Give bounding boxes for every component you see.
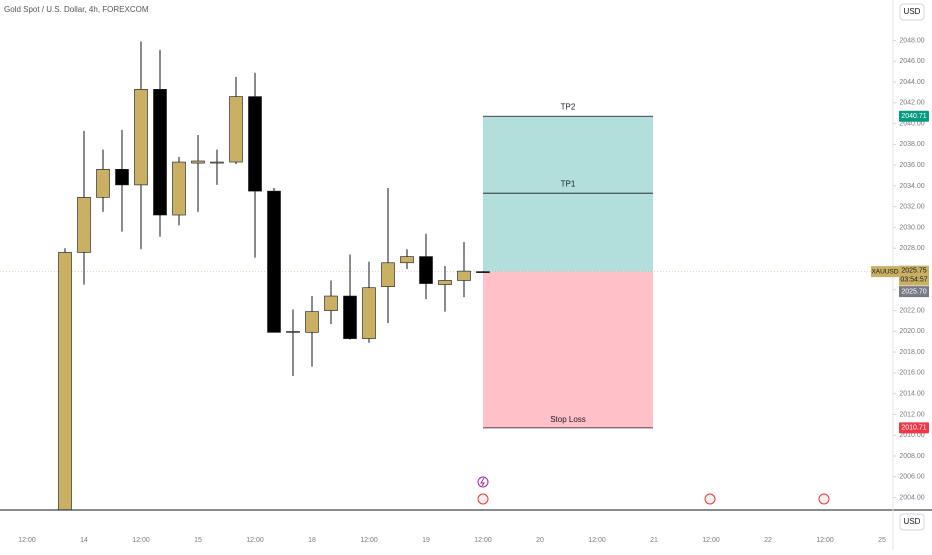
candle-body	[324, 295, 338, 311]
y-tick-label: 2016.00	[899, 370, 924, 377]
candle-body	[305, 311, 319, 333]
candle-body	[210, 161, 224, 164]
x-tick-label: 18	[308, 537, 316, 544]
price-badge-label: 2025.75	[901, 267, 926, 274]
candle-body	[381, 262, 395, 287]
candle-body	[134, 89, 148, 186]
x-tick-label: 22	[764, 537, 772, 544]
x-tick-label: 12:00	[702, 537, 720, 544]
event-icon[interactable]	[818, 493, 830, 505]
y-tick-label: 2010.00	[899, 432, 924, 439]
candle-body	[153, 89, 167, 216]
candle-body	[457, 270, 471, 281]
symbol-badge	[871, 266, 899, 278]
y-tick-label: 2004.00	[899, 494, 924, 501]
candle-body	[115, 169, 129, 186]
candle-body	[438, 280, 452, 285]
loss-zone	[483, 271, 653, 428]
level-label: TP2	[561, 102, 576, 111]
x-tick-label: 12:00	[246, 537, 264, 544]
x-tick-label: 12:00	[18, 537, 36, 544]
y-tick-label: 2020.00	[899, 328, 924, 335]
y-tick-label: 2006.00	[899, 474, 924, 481]
price-badge-label: 2025.70	[901, 288, 926, 295]
candle-body	[419, 256, 433, 284]
candle-body	[476, 271, 490, 273]
y-tick-label: 2008.00	[899, 453, 924, 460]
y-tick-label: 2034.00	[899, 183, 924, 190]
y-tick-label: 2012.00	[899, 411, 924, 418]
countdown-label: 03:54:57	[900, 276, 927, 283]
chart-title: Gold Spot / U.S. Dollar, 4h, FOREXCOM	[4, 5, 149, 14]
x-tick-label: 12:00	[132, 537, 150, 544]
candle-body	[248, 96, 262, 192]
x-tick-label: 25	[878, 537, 886, 544]
level-label: TP1	[561, 179, 576, 188]
y-tick-label: 2032.00	[899, 204, 924, 211]
x-tick-label: 14	[80, 537, 88, 544]
x-tick-label: 21	[650, 537, 658, 544]
y-tick-label: 2048.00	[899, 37, 924, 44]
x-tick-label: 12:00	[474, 537, 492, 544]
x-tick-label: 20	[536, 537, 544, 544]
currency-label[interactable]: USD	[904, 7, 921, 16]
candle-body	[267, 190, 281, 333]
currency-label[interactable]: USD	[904, 517, 921, 526]
x-tick-label: 12:00	[816, 537, 834, 544]
candle-body	[400, 256, 414, 264]
event-icon[interactable]	[704, 493, 716, 505]
y-tick-label: 2022.00	[899, 307, 924, 314]
x-tick-label: 12:00	[588, 537, 606, 544]
event-icon-glyph	[480, 477, 485, 487]
event-icon[interactable]	[477, 493, 489, 505]
candle-body	[343, 295, 357, 339]
event-icon[interactable]	[477, 476, 489, 488]
currency-button[interactable]	[899, 513, 925, 531]
price-badge	[899, 265, 929, 286]
y-tick-label: 2036.00	[899, 162, 924, 169]
x-tick-label: 19	[422, 537, 430, 544]
currency-button[interactable]	[899, 3, 925, 21]
symbol-label: XAUUSD	[871, 268, 898, 275]
candle-body	[286, 331, 300, 333]
plot-area: TP2 TP1 Stop Loss	[0, 41, 893, 510]
candle-body	[58, 252, 72, 510]
profit-zone	[483, 116, 653, 272]
candle-body	[229, 96, 243, 163]
y-tick-label: 2038.00	[899, 141, 924, 148]
candle-body	[77, 197, 91, 253]
price-badge-label: 2040.71	[901, 113, 926, 120]
y-tick-label: 2018.00	[899, 349, 924, 356]
price-badge	[899, 286, 929, 298]
y-tick-label: 2014.00	[899, 391, 924, 398]
candle-body	[191, 160, 205, 164]
y-tick-label: 2046.00	[899, 58, 924, 65]
y-tick-label: 2044.00	[899, 79, 924, 86]
price-badge	[899, 110, 929, 122]
y-tick-label: 2030.00	[899, 224, 924, 231]
level-label: Stop Loss	[550, 415, 586, 424]
candle-body	[96, 169, 110, 198]
y-tick-label: 2042.00	[899, 100, 924, 107]
x-tick-label: 15	[194, 537, 202, 544]
y-tick-label: 2028.00	[899, 245, 924, 252]
candle-body	[362, 287, 376, 339]
x-tick-label: 12:00	[360, 537, 378, 544]
y-tick-label: 2040.00	[899, 120, 924, 127]
event-icons	[477, 476, 830, 505]
price-badge-label: 2010.71	[901, 425, 926, 432]
price-badge	[899, 422, 929, 434]
candle-body	[172, 161, 186, 216]
